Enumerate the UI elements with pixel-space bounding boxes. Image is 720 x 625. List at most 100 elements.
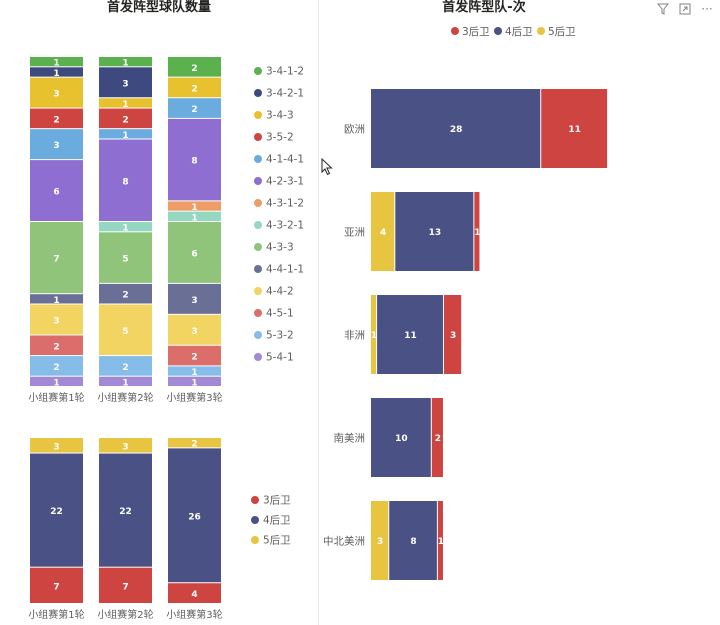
data-label: 2 bbox=[122, 291, 128, 301]
legend-label: 4-3-1-2 bbox=[266, 198, 304, 210]
filter-icon[interactable] bbox=[656, 2, 670, 16]
bar-segment bbox=[99, 438, 152, 453]
bar-segment bbox=[377, 295, 443, 374]
data-label: 2 bbox=[122, 363, 128, 373]
data-label: 3 bbox=[377, 537, 383, 547]
data-label: 2 bbox=[435, 434, 441, 444]
more-options-icon[interactable]: ··· bbox=[701, 2, 713, 16]
data-label: 2 bbox=[191, 353, 197, 363]
bar-segment bbox=[30, 335, 83, 356]
bar-segment bbox=[168, 98, 221, 118]
data-label: 10 bbox=[395, 434, 408, 444]
bar-segment bbox=[168, 583, 221, 603]
data-label: 8 bbox=[122, 177, 128, 187]
legend-marker bbox=[254, 331, 262, 339]
bar-segment bbox=[437, 501, 443, 580]
data-label: 3 bbox=[122, 442, 128, 452]
bar-segment bbox=[168, 57, 221, 77]
data-label: 2 bbox=[191, 64, 197, 74]
data-label: 3 bbox=[53, 316, 59, 326]
data-label: 3 bbox=[53, 90, 59, 100]
legend-label: 3-4-3 bbox=[266, 110, 294, 122]
bar-segment bbox=[371, 89, 541, 168]
data-label: 3 bbox=[53, 442, 59, 452]
legend-marker bbox=[254, 155, 262, 163]
bar-segment bbox=[30, 294, 83, 304]
data-label: 1 bbox=[474, 228, 480, 238]
bar-segment bbox=[168, 77, 221, 98]
left-panel: 首发阵型球队数量 1 2 2 3 1 7 6 3 2 3 1 1 小组赛第1轮 1 2 5 2 5 1 8 1 2 1 3 1 小… bbox=[0, 0, 318, 625]
panel-divider bbox=[318, 0, 319, 625]
bar-segment bbox=[30, 129, 83, 160]
x-tick-label: 小组赛第2轮 bbox=[97, 391, 153, 404]
bar-segment bbox=[371, 398, 431, 477]
bar-segment bbox=[99, 304, 152, 356]
bar-segment bbox=[30, 67, 83, 77]
legend-label: 4-2-3-1 bbox=[266, 176, 304, 188]
bar-segment bbox=[168, 118, 221, 201]
bar-segment bbox=[99, 356, 152, 376]
legend-label: 4-5-1 bbox=[266, 308, 294, 320]
bar-segment bbox=[371, 192, 395, 271]
data-label: 2 bbox=[53, 342, 59, 352]
data-label: 1 bbox=[53, 296, 59, 306]
y-tick-label: 南美洲 bbox=[334, 432, 366, 445]
bar-segment bbox=[389, 501, 437, 580]
data-label: 5 bbox=[122, 255, 128, 265]
data-label: 2 bbox=[191, 84, 197, 94]
bar-segment bbox=[168, 448, 221, 583]
data-label: 1 bbox=[191, 368, 197, 378]
legend-marker bbox=[537, 27, 545, 35]
data-label: 6 bbox=[191, 249, 197, 259]
legend-label: 4后卫 bbox=[505, 26, 533, 38]
right-panel: 首发阵型队-次 ··· 28 11 欧洲 4 13 1 亚洲 1 11 3 非洲 10 2 南美洲 3 8 1 中… bbox=[319, 0, 720, 625]
bar-segment bbox=[30, 108, 83, 129]
legend-marker bbox=[254, 353, 262, 361]
legend-marker bbox=[254, 67, 262, 75]
data-label: 5 bbox=[122, 327, 128, 337]
bar-segment bbox=[99, 453, 152, 567]
legend-label: 5后卫 bbox=[263, 535, 291, 547]
bar-segment bbox=[30, 438, 83, 453]
data-label: 1 bbox=[122, 224, 128, 234]
focus-mode-icon[interactable] bbox=[678, 2, 692, 16]
legend-marker bbox=[251, 516, 259, 524]
legend-marker bbox=[254, 199, 262, 207]
legend-label: 4-1-4-1 bbox=[266, 154, 304, 166]
visual-toolbar: ··· bbox=[656, 2, 714, 16]
bar-segment bbox=[99, 108, 152, 129]
data-label: 13 bbox=[429, 228, 442, 238]
bar-segment bbox=[99, 567, 152, 603]
bar-segment bbox=[30, 376, 83, 386]
x-tick-label: 小组赛第2轮 bbox=[97, 608, 153, 621]
bar-segment bbox=[30, 567, 83, 603]
data-label: 4 bbox=[191, 590, 197, 600]
data-label: 7 bbox=[122, 582, 128, 592]
x-tick-label: 小组赛第1轮 bbox=[28, 608, 84, 621]
bar-segment bbox=[168, 201, 221, 211]
bar-segment bbox=[371, 295, 377, 374]
legend-marker bbox=[254, 133, 262, 141]
bar-segment bbox=[30, 356, 83, 376]
data-label: 2 bbox=[53, 363, 59, 373]
bar-segment bbox=[99, 376, 152, 386]
data-label: 1 bbox=[191, 378, 197, 388]
data-label: 4 bbox=[380, 228, 386, 238]
x-tick-label: 小组赛第1轮 bbox=[28, 391, 84, 404]
bar-segment bbox=[99, 57, 152, 67]
bar-segment bbox=[99, 129, 152, 139]
legend-label: 5-3-2 bbox=[266, 330, 294, 342]
bar-segment bbox=[30, 222, 83, 294]
bar-segment bbox=[541, 89, 608, 168]
data-label: 1 bbox=[122, 131, 128, 141]
data-label: 11 bbox=[568, 125, 581, 135]
legend-marker bbox=[251, 536, 259, 544]
legend-marker bbox=[451, 27, 459, 35]
data-label: 1 bbox=[53, 378, 59, 388]
bar-segment bbox=[99, 98, 152, 108]
data-label: 2 bbox=[53, 115, 59, 125]
data-label: 2 bbox=[191, 105, 197, 115]
legend-marker bbox=[254, 265, 262, 273]
legend-marker bbox=[251, 496, 259, 504]
bar-segment bbox=[168, 345, 221, 366]
